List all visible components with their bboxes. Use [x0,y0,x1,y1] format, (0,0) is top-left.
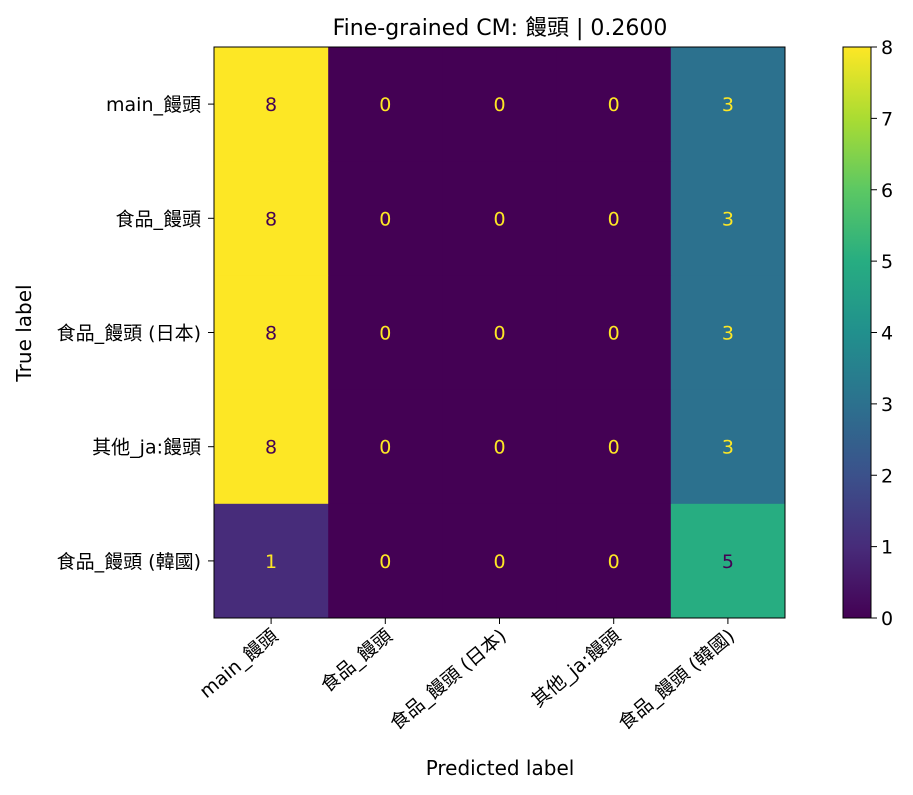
cell-value-label: 0 [608,551,620,573]
colorbar-tick-label: 6 [881,180,893,202]
colorbar-tick-label: 2 [881,465,893,487]
cell-value-label: 8 [265,94,277,116]
colorbar-tick-label: 5 [881,251,893,273]
heatmap-cell [556,47,672,162]
x-axis-label: Predicted label [426,756,575,780]
heatmap-cell [670,503,786,619]
heatmap-cell [214,389,329,505]
x-tick-label: 其他_ja:饅頭 [527,625,625,712]
heatmap-cell [556,389,672,505]
x-tick-label: 食品_饅頭 [317,625,397,697]
heatmap-cell [328,47,443,162]
x-tick-label: 食品_饅頭 (韓國) [614,625,739,735]
cell-value-label: 0 [379,94,391,116]
cell-value-label: 8 [265,208,277,230]
y-axis-label: True label [12,284,36,382]
heatmap-cell [214,161,329,276]
cell-value-label: 3 [722,94,734,116]
heatmap-cell [214,275,329,391]
cell-value-label: 5 [722,551,734,573]
cell-value-label: 0 [608,437,620,459]
x-tick-label: 食品_饅頭 (日本) [386,625,511,735]
cell-value-label: 0 [379,437,391,459]
chart-title: Fine-grained CM: 饅頭 | 0.2600 [333,16,668,41]
heatmap-cell [214,503,329,619]
cell-value-label: 0 [493,94,505,116]
x-tick-label: main_饅頭 [195,625,282,703]
cell-value-label: 0 [493,208,505,230]
colorbar-tick-label: 0 [881,608,893,630]
heatmap-cell [214,47,329,162]
cell-value-label: 8 [265,323,277,345]
colorbar-tick-label: 4 [881,323,893,345]
cell-value-label: 0 [608,323,620,345]
heatmap-cell [556,161,672,276]
cell-value-label: 1 [265,551,277,573]
cell-value-label: 0 [493,437,505,459]
cell-value-label: 3 [722,323,734,345]
heatmap-cell [328,161,443,276]
cell-value-label: 0 [493,551,505,573]
heatmap-cell [670,47,786,162]
colorbar: 0 1 2 3 4 5 6 7 8 [842,37,893,630]
colorbar-gradient [842,46,872,619]
y-tick-label: 食品_饅頭 (日本) [57,323,201,345]
colorbar-tick-label: 3 [881,394,893,416]
cell-value-label: 0 [379,551,391,573]
colorbar-tick-label: 1 [881,537,893,559]
cell-value-label: 0 [608,94,620,116]
y-tick-label: 食品_饅頭 (韓國) [57,551,201,573]
heatmap-cell [670,275,786,391]
heatmap-cell [328,275,443,391]
heatmap-cell [556,503,672,619]
colorbar-tick-label: 7 [881,108,893,130]
heatmap-cell [670,161,786,276]
heatmap-cells: 8 0 0 0 3 8 0 0 0 3 8 0 0 0 3 8 0 0 0 3 1 0 0 0 5 [214,47,786,619]
cell-value-label: 0 [379,208,391,230]
heatmap-cell [670,389,786,505]
heatmap-cell [442,503,558,619]
cell-value-label: 8 [265,437,277,459]
y-tick-label: 其他_ja:饅頭 [92,437,201,459]
heatmap-cell [328,389,443,505]
heatmap-cell [442,161,558,276]
y-tick-label: main_饅頭 [106,94,201,116]
cell-value-label: 0 [608,208,620,230]
heatmap-cell [442,47,558,162]
cell-value-label: 3 [722,437,734,459]
heatmap-cell [556,275,672,391]
heatmap-cell [328,503,443,619]
colorbar-tick-label: 8 [881,37,893,59]
cell-value-label: 0 [379,323,391,345]
heatmap-cell [442,389,558,505]
heatmap-cell [442,275,558,391]
cell-value-label: 0 [493,323,505,345]
y-tick-label: 食品_饅頭 [115,208,201,230]
cell-value-label: 3 [722,208,734,230]
